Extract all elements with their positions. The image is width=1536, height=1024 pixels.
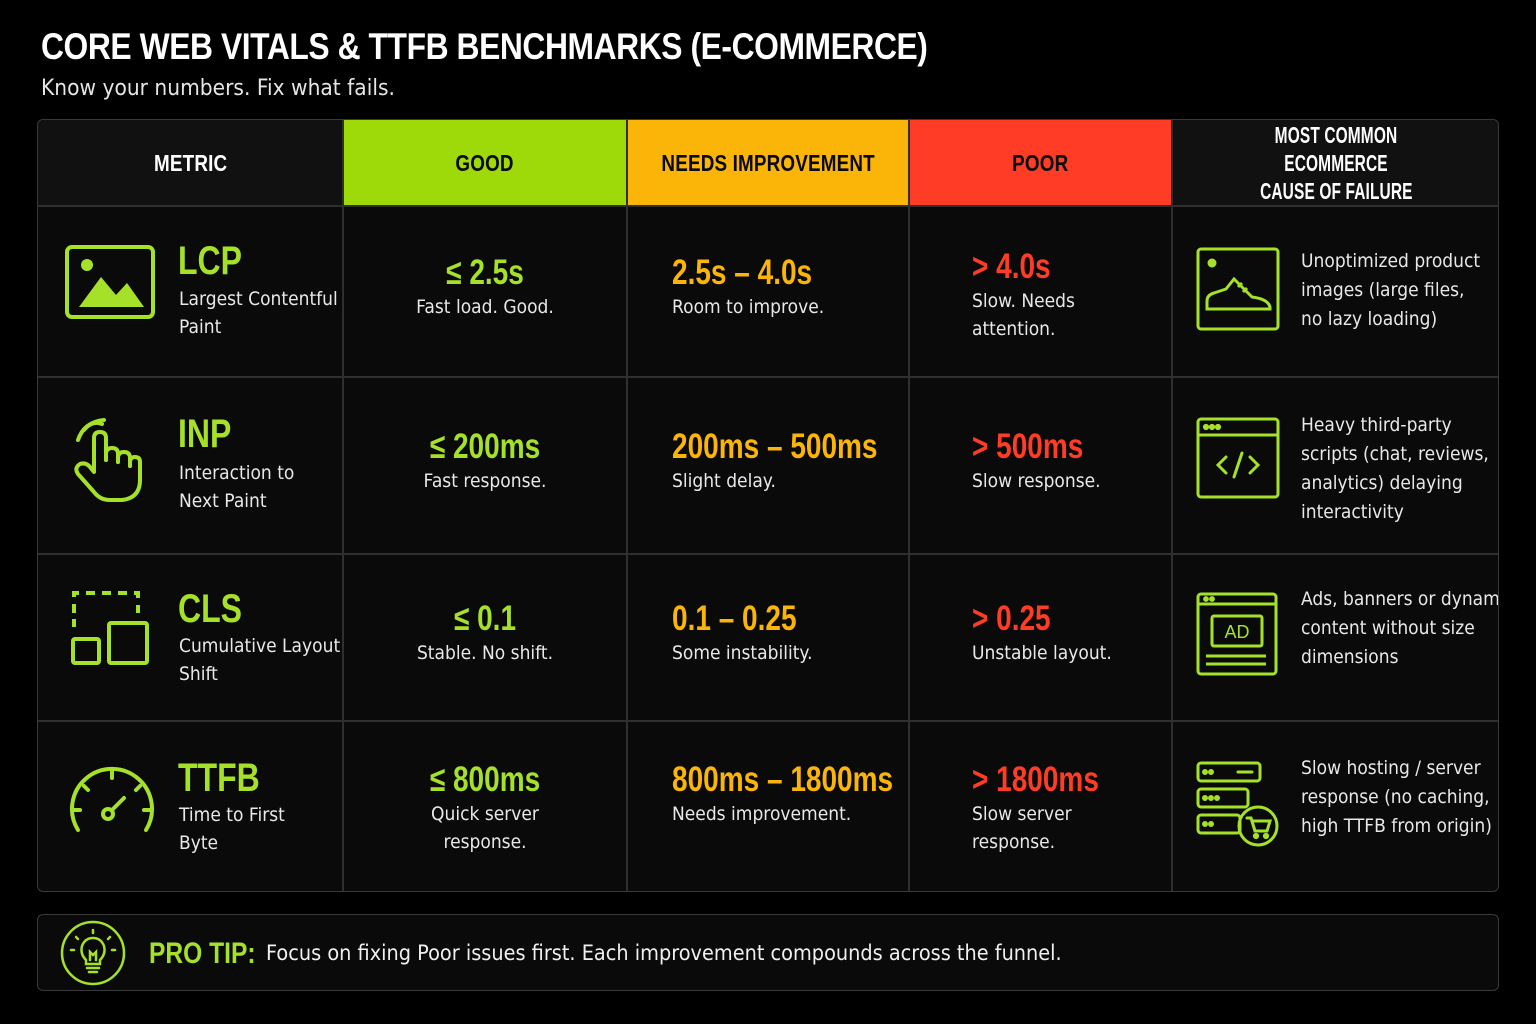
needs-desc: Needs improvement. [672, 803, 852, 825]
needs-cell: 2.5s – 4.0s Room to improve. [672, 253, 908, 321]
page-title: CORE WEB VITALS & TTFB BENCHMARKS (E-COM… [41, 26, 928, 67]
needs-value: 800ms – 1800ms [672, 760, 894, 799]
server-cart-icon [1194, 759, 1284, 849]
poor-cell: > 1800ms Slow server response. [972, 760, 1172, 856]
poor-desc: Slow server response. [972, 803, 1072, 853]
good-desc: Quick server response. [431, 803, 539, 853]
metric-abbr: TTFB [178, 756, 260, 800]
good-cell: ≤ 800ms Quick server response. [343, 760, 627, 856]
tap-hand-icon [64, 414, 160, 510]
divider [38, 205, 1498, 207]
poor-cell: > 4.0s Slow. Needs attention. [972, 247, 1172, 343]
speedometer-icon [64, 758, 160, 854]
good-value: ≤ 200ms [429, 427, 541, 466]
needs-cell: 800ms – 1800ms Needs improvement. [672, 760, 908, 828]
poor-desc: Slow response. [972, 470, 1101, 492]
good-value: ≤ 0.1 [453, 599, 517, 638]
good-desc: Fast load. Good. [416, 296, 554, 318]
header-poor: POOR [909, 120, 1172, 206]
image-icon [64, 243, 160, 339]
needs-value: 0.1 – 0.25 [672, 599, 797, 638]
header-cause-of-failure: MOST COMMON ECOMMERCE CAUSE OF FAILURE [1172, 120, 1498, 206]
pro-tip-label: PRO TIP: [149, 937, 256, 970]
cause-text: Unoptimized product images (large files,… [1301, 250, 1481, 330]
divider [38, 553, 1498, 555]
layout-shift-icon [64, 589, 160, 685]
header-needs-improvement: NEEDS IMPROVEMENT [627, 120, 909, 206]
divider [38, 720, 1498, 722]
pro-tip-banner: PRO TIP: Focus on fixing Poor issues fir… [37, 914, 1499, 991]
divider [908, 120, 910, 891]
metric-name: Interaction to Next Paint [179, 462, 295, 512]
cause-text: Ads, banners or dynamic content without … [1301, 588, 1499, 668]
lightbulb-icon [60, 920, 126, 986]
metric-abbr: CLS [178, 587, 242, 631]
good-cell: ≤ 200ms Fast response. [343, 427, 627, 495]
header-good: GOOD [343, 120, 627, 206]
header-metric: METRIC [38, 120, 343, 206]
ad-label: AD [1224, 622, 1249, 642]
divider [342, 120, 344, 891]
needs-desc: Some instability. [672, 642, 813, 664]
poor-cell: > 500ms Slow response. [972, 427, 1172, 495]
poor-desc: Slow. Needs attention. [972, 290, 1075, 340]
good-desc: Fast response. [423, 470, 547, 492]
metric-name: Cumulative Layout Shift [179, 635, 341, 685]
needs-desc: Slight delay. [672, 470, 776, 492]
poor-cell: > 0.25 Unstable layout. [972, 599, 1172, 667]
metric-abbr: INP [178, 412, 232, 456]
pro-tip-text: Focus on fixing Poor issues first. Each … [266, 941, 1062, 965]
product-image-icon [1194, 245, 1284, 335]
cause-text: Slow hosting / server response (no cachi… [1301, 757, 1492, 837]
ad-banner-icon: AD [1194, 590, 1284, 680]
table-row: LCP Largest Contentful Paint ≤ 2.5s Fast … [38, 207, 1498, 376]
poor-value: > 500ms [972, 427, 1084, 466]
poor-value: > 0.25 [972, 599, 1051, 638]
poor-value: > 1800ms [972, 760, 1099, 799]
benchmark-table: METRIC GOOD NEEDS IMPROVEMENT POOR MOST … [37, 119, 1499, 892]
cause-text: Heavy third-party scripts (chat, reviews… [1301, 414, 1489, 523]
good-cell: ≤ 0.1 Stable. No shift. [343, 599, 627, 667]
good-cell: ≤ 2.5s Fast load. Good. [343, 253, 627, 321]
divider [38, 376, 1498, 378]
code-window-icon [1194, 415, 1284, 505]
table-row: CLS Cumulative Layout Shift ≤ 0.1 Stable.… [38, 555, 1499, 720]
poor-value: > 4.0s [972, 247, 1051, 286]
needs-desc: Room to improve. [672, 296, 825, 318]
metric-name: Largest Contentful Paint [179, 288, 338, 338]
metric-abbr: LCP [178, 239, 242, 283]
good-value: ≤ 2.5s [446, 253, 524, 292]
table-row: TTFB Time to First Byte ≤ 800ms Quick ser… [38, 722, 1498, 891]
good-desc: Stable. No shift. [416, 642, 554, 664]
page-subtitle: Know your numbers. Fix what fails. [41, 76, 395, 101]
needs-cell: 200ms – 500ms Slight delay. [672, 427, 908, 495]
needs-value: 2.5s – 4.0s [672, 253, 813, 292]
table-row: INP Interaction to Next Paint ≤ 200ms Fas… [38, 378, 1498, 553]
needs-cell: 0.1 – 0.25 Some instability. [672, 599, 908, 667]
poor-desc: Unstable layout. [972, 642, 1112, 664]
divider [1171, 120, 1173, 891]
needs-value: 200ms – 500ms [672, 427, 878, 466]
metric-name: Time to First Byte [179, 804, 285, 854]
good-value: ≤ 800ms [429, 760, 541, 799]
divider [626, 120, 628, 891]
